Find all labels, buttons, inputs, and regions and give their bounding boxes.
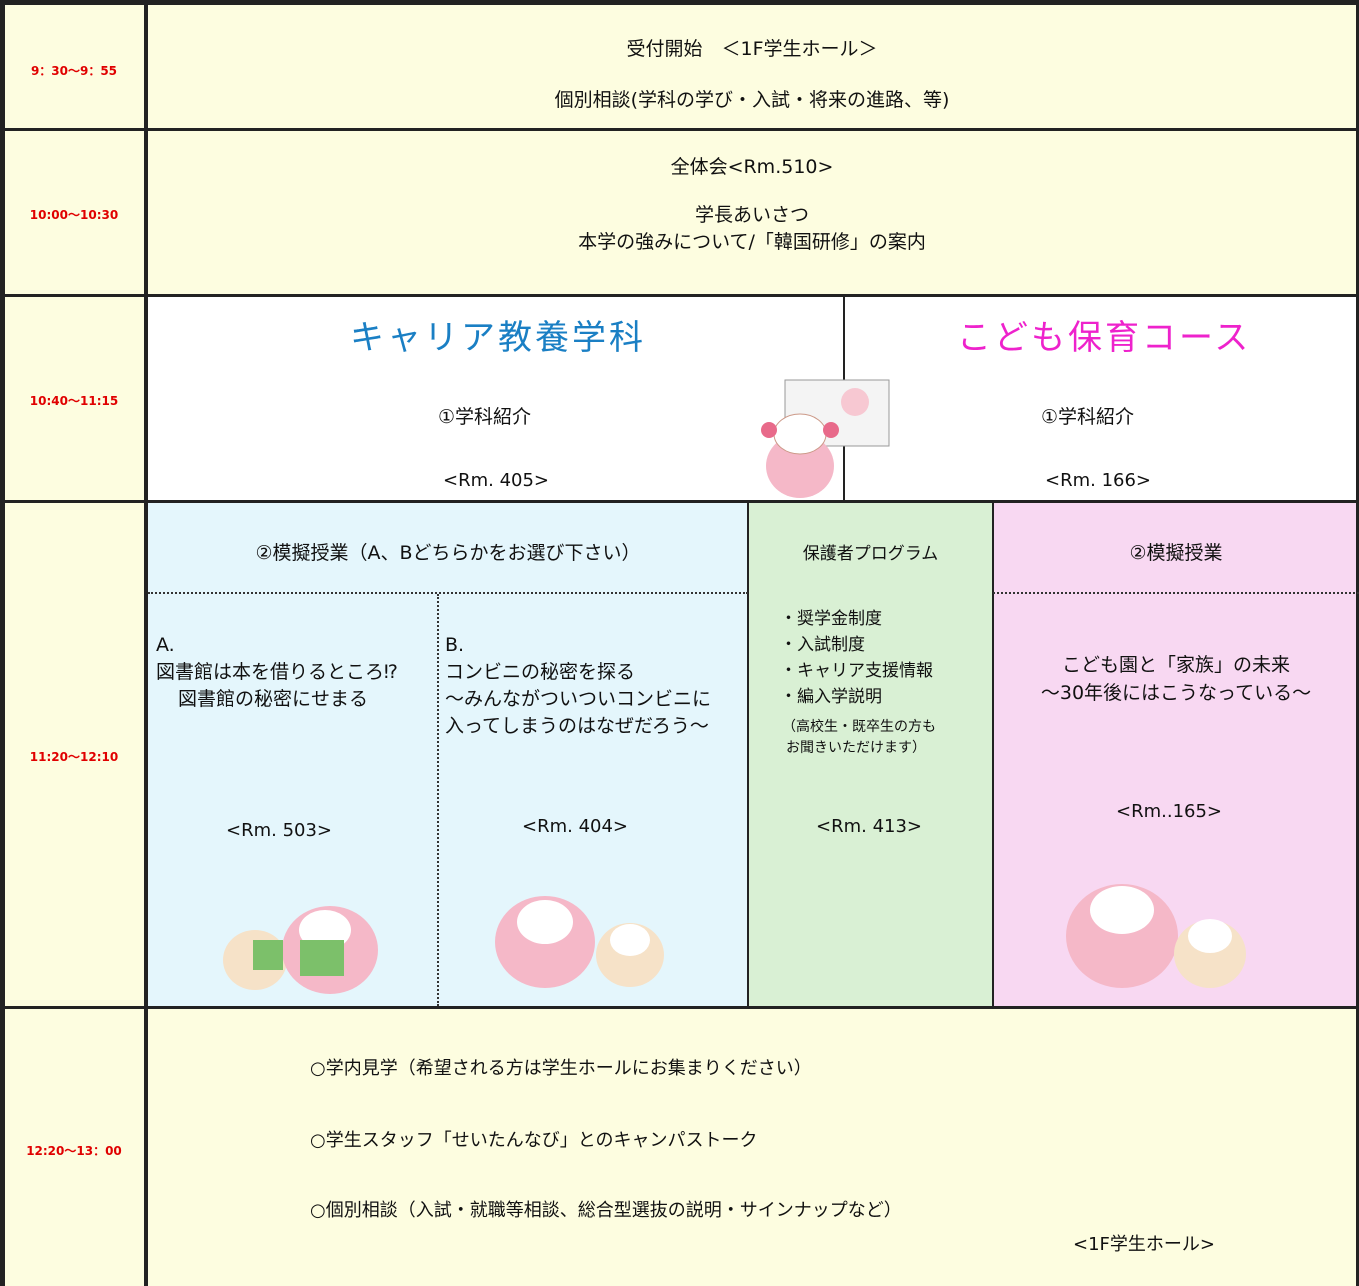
text: ・キャリア支援情報 xyxy=(780,661,933,681)
text: 全体会<Rm.510> xyxy=(670,156,834,178)
text: <Rm. 404> xyxy=(522,816,629,837)
text: <Rm. 166> xyxy=(1045,470,1152,491)
text: ②模擬授業（A、Bどちらかをお選び下さい） xyxy=(255,542,641,564)
text: ○学生スタッフ「せいたんなび」とのキャンパストーク xyxy=(310,1130,758,1151)
text: 学長あいさつ xyxy=(694,204,809,226)
sheep-illustration xyxy=(495,896,664,988)
border xyxy=(992,502,994,1008)
sheep-illustration xyxy=(223,906,378,994)
text: 〜30年後にはこうなっている〜 xyxy=(1040,682,1312,704)
text: A. xyxy=(156,634,175,656)
text: ・奨学金制度 xyxy=(780,609,882,629)
row-bg xyxy=(148,296,1359,502)
text: 入ってしまうのはなぜだろう〜 xyxy=(445,715,709,737)
text: B. xyxy=(445,634,465,656)
text: <Rm. 413> xyxy=(816,816,923,837)
text: ・入試制度 xyxy=(780,635,865,655)
border xyxy=(0,0,5,1286)
time: 9：30〜9：55 xyxy=(30,64,118,78)
time: 12:20〜13：00 xyxy=(26,1144,122,1158)
text: 本学の強みについて/「韓国研修」の案内 xyxy=(578,231,926,253)
cell: こども保育コース ①学科紹介 <Rm. 166> xyxy=(845,296,1356,502)
text: 保護者プログラム xyxy=(802,544,939,564)
sheep-illustration xyxy=(761,379,890,498)
cell: 全体会<Rm.510> 学長あいさつ 本学の強みについて/「韓国研修」の案内 xyxy=(148,130,1356,296)
text: 図書館の秘密にせまる xyxy=(178,688,369,710)
text: ○学内見学（希望される方は学生ホールにお集まりください） xyxy=(310,1058,812,1079)
text: お聞きいただけます） xyxy=(786,740,926,756)
text: 個別相談(学科の学び・入試・将来の進路、等) xyxy=(554,89,950,111)
text: （高校生・既卒生の方も xyxy=(782,719,936,735)
border xyxy=(144,0,148,1286)
border xyxy=(0,500,1359,503)
border xyxy=(0,294,1359,297)
cell-bg xyxy=(748,502,993,1008)
text: <1F学生ホール> xyxy=(1073,1234,1215,1255)
text: コンビニの秘密を探る xyxy=(445,661,636,683)
divider xyxy=(437,594,439,1006)
time: 10:00〜10:30 xyxy=(29,208,119,222)
time: 11:20〜12:10 xyxy=(29,750,119,764)
text: <Rm..165> xyxy=(1116,801,1223,822)
heading: キャリア教養学科 xyxy=(350,318,646,358)
cell: 受付開始 ＜1F学生ホール＞ 個別相談(学科の学び・入試・将来の進路、等) xyxy=(148,0,1356,130)
text: 〜みんながついついコンビニに xyxy=(445,688,712,710)
border xyxy=(747,502,749,1008)
text: <Rm. 503> xyxy=(226,820,333,841)
text: ○個別相談（入試・就職等相談、総合型選抜の説明・サインナップなど） xyxy=(310,1200,902,1221)
sheep-illustration xyxy=(1066,884,1246,988)
text: こども園と「家族」の未来 xyxy=(1061,654,1290,676)
text: 受付開始 ＜1F学生ホール＞ xyxy=(626,38,878,60)
text: 図書館は本を借りるところ⁉ xyxy=(156,661,398,683)
time: 10:40〜11:15 xyxy=(29,394,119,408)
text: ①学科紹介 xyxy=(1041,406,1135,428)
border xyxy=(0,1006,1359,1009)
border xyxy=(0,0,1359,5)
cell-bg xyxy=(148,502,748,1008)
border xyxy=(0,128,1359,131)
divider xyxy=(993,592,1359,594)
text: <Rm. 405> xyxy=(443,470,550,491)
cell: キャリア教養学科 ①学科紹介 <Rm. 405> xyxy=(148,296,843,502)
divider xyxy=(148,592,748,594)
text: ・編入学説明 xyxy=(780,687,882,707)
border xyxy=(1356,0,1359,1286)
text: ②模擬授業 xyxy=(1129,542,1223,564)
heading: こども保育コース xyxy=(957,318,1252,358)
text: ①学科紹介 xyxy=(438,406,532,428)
